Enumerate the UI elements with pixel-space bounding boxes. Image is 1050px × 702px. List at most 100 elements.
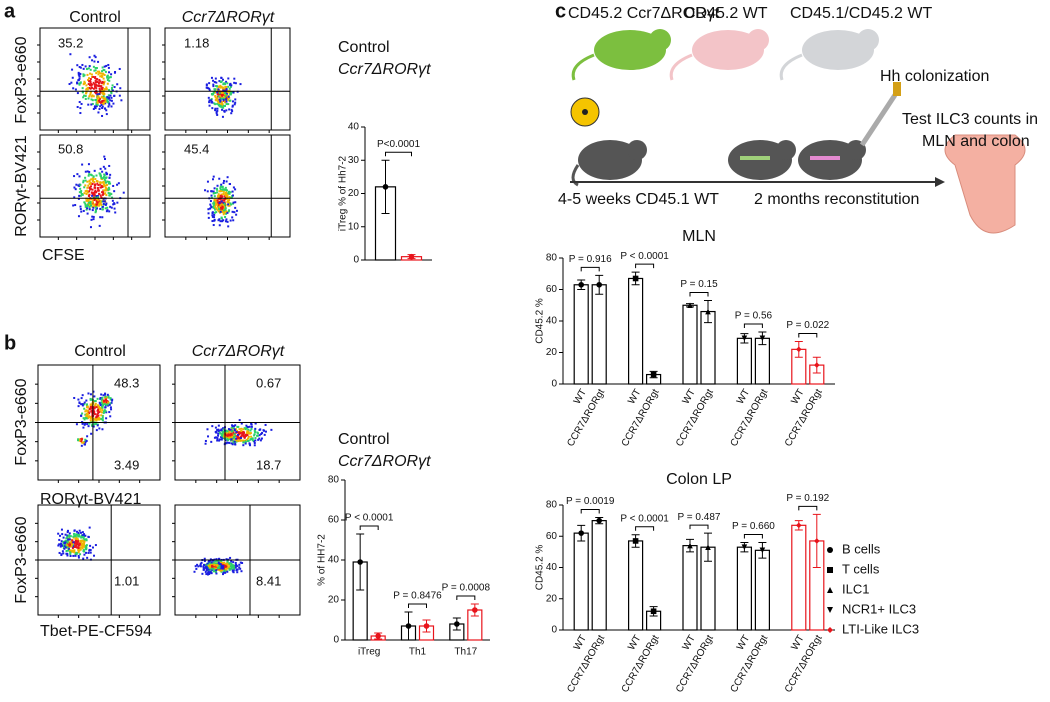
flow-dot xyxy=(250,435,253,438)
flow-dot xyxy=(221,437,224,440)
flow-dot xyxy=(90,203,93,206)
flow-dot xyxy=(216,439,219,442)
x-tick-label: iTreg xyxy=(358,647,380,658)
point-marker xyxy=(796,346,802,353)
significance-bracket xyxy=(385,151,412,157)
flow-dot xyxy=(226,176,229,179)
flow-dot xyxy=(233,438,236,441)
bar xyxy=(736,337,753,385)
flow-dot xyxy=(84,534,87,537)
flow-dot xyxy=(217,204,220,207)
flow-dot xyxy=(206,573,209,576)
flow-dot xyxy=(81,539,84,542)
flow-dot xyxy=(215,558,218,561)
flow-dot xyxy=(85,208,88,211)
flow-dot xyxy=(109,406,112,409)
flow-dot xyxy=(225,98,228,101)
flow-dot xyxy=(221,432,224,435)
flow-dot xyxy=(209,200,212,203)
flow-dot xyxy=(64,539,67,542)
flow-dot xyxy=(86,73,89,76)
flow-dot xyxy=(217,99,220,102)
flow-dot xyxy=(260,432,263,435)
flow-dot xyxy=(85,404,88,407)
flow-dot xyxy=(224,438,227,441)
flow-dot xyxy=(80,438,83,441)
flow-dot xyxy=(219,198,222,201)
flow-dot xyxy=(219,105,222,108)
flow-dot xyxy=(224,430,227,433)
flow-dot xyxy=(109,94,112,97)
axis-label: RORγt-BV421 xyxy=(13,135,30,236)
legend-marker xyxy=(827,607,833,613)
flow-dot xyxy=(246,426,249,429)
flow-dot xyxy=(108,403,111,406)
flow-dot xyxy=(98,172,101,175)
donor-label: CD45.1/CD45.2 WT xyxy=(790,5,932,22)
flow-dot xyxy=(91,192,94,195)
flow-dot xyxy=(101,80,104,83)
flow-dot xyxy=(98,97,101,100)
flow-dot xyxy=(88,186,91,189)
flow-dot xyxy=(219,560,222,563)
flow-dot xyxy=(216,107,219,110)
flow-dot xyxy=(81,193,84,196)
flow-dot xyxy=(86,207,89,210)
significance-bracket xyxy=(798,505,818,511)
flow-dot xyxy=(78,194,81,197)
flow-dot xyxy=(82,181,85,184)
flow-dot xyxy=(83,443,86,446)
flow-dot xyxy=(91,102,94,105)
flow-dot xyxy=(238,433,241,436)
flow-dot xyxy=(77,546,80,549)
flow-dot xyxy=(212,561,215,564)
point-marker xyxy=(405,623,412,629)
flow-dot xyxy=(106,96,109,99)
significance-bracket xyxy=(456,595,476,600)
flow-dot xyxy=(236,565,239,568)
flow-dot xyxy=(214,201,217,204)
flow-dot xyxy=(200,561,203,564)
flow-dot xyxy=(231,91,234,94)
flow-dot xyxy=(225,562,228,565)
flow-dot xyxy=(86,205,89,208)
flow-dot xyxy=(220,102,223,105)
flow-dot xyxy=(97,414,100,417)
flow-dot xyxy=(224,215,227,218)
flow-dot xyxy=(236,435,239,438)
flow-dot xyxy=(101,105,104,108)
flow-dot xyxy=(68,532,71,535)
flow-dot xyxy=(247,439,250,442)
flow-dot xyxy=(88,80,91,83)
flow-dot xyxy=(106,79,109,82)
flow-dot xyxy=(74,204,77,207)
flow-dot xyxy=(221,115,224,118)
flow-dot xyxy=(104,176,107,179)
flow-dot xyxy=(217,432,220,435)
flow-dot xyxy=(85,67,88,70)
y-tick-label: 20 xyxy=(546,593,558,604)
mouse-icons xyxy=(570,29,1026,234)
flow-dot xyxy=(104,167,107,170)
flow-dot xyxy=(61,544,64,547)
flow-dot xyxy=(93,395,96,398)
flow-dot xyxy=(96,424,99,427)
flow-dot xyxy=(95,207,98,210)
flow-dot xyxy=(219,85,222,88)
flow-dot xyxy=(216,100,219,103)
flow-dot xyxy=(232,568,235,571)
flow-dot xyxy=(101,186,104,189)
flow-dot xyxy=(235,437,238,440)
flow-dot xyxy=(261,431,264,434)
flow-dot xyxy=(96,397,99,400)
flow-dot xyxy=(253,441,256,444)
flow-dot xyxy=(217,101,220,104)
flow-dot xyxy=(230,567,233,570)
flow-dot xyxy=(99,167,102,170)
flow-dot xyxy=(225,92,228,95)
flow-dot xyxy=(218,208,221,211)
flow-dot xyxy=(228,434,231,437)
flow-dot xyxy=(101,418,104,421)
flow-dot xyxy=(219,84,222,87)
p-value: P = 0.487 xyxy=(678,512,721,523)
